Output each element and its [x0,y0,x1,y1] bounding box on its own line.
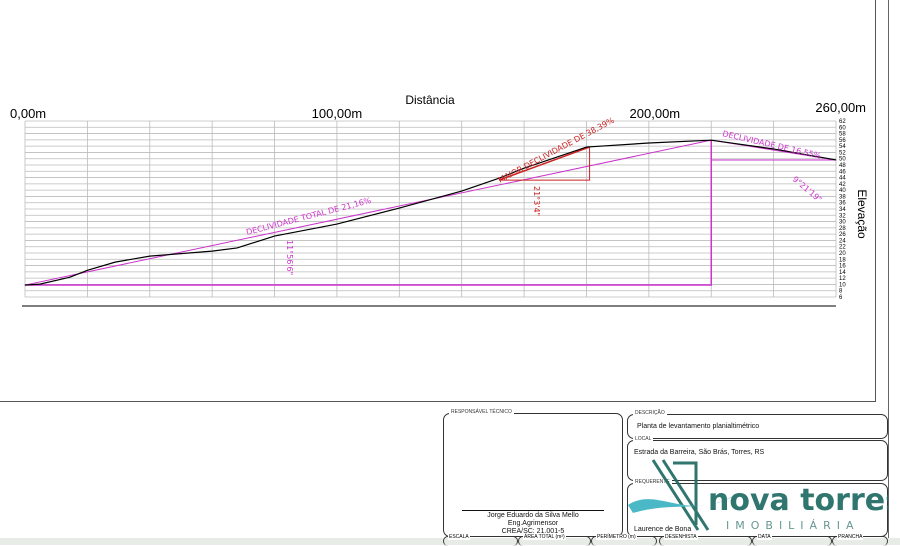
x-tick-label: 100,00m [312,106,363,121]
slope-annotation: 9°21'19" [791,175,824,205]
profile-point [586,146,587,148]
y-tick-label: 62 [839,119,846,125]
x-tick-label: 0,00m [10,106,46,121]
y-tick-label: 42 [839,182,846,188]
profile-point [114,261,116,263]
profile-point [398,207,400,209]
y-tick-label: 34 [839,207,846,213]
y-tick-label: 50 [839,157,846,163]
y-tick-label: 24 [839,238,846,244]
y-tick-label: 16 [839,264,846,270]
responsavel-box: RESPONSÁVEL TÉCNICO Jorge Eduardo da Sil… [443,409,623,537]
max-slope-legs [499,147,591,181]
descricao-value: Planta de levantamento planialtimétrico [637,423,760,430]
y-tick-label: 18 [839,257,846,263]
profile-point [773,148,775,150]
bottom-field-label: ESCALA [448,534,470,540]
slope-annotation: 11°56'6" [285,240,294,275]
profile-point [835,159,837,161]
requerente-value: Laurence de Bona [634,526,692,533]
total-slope-line [24,139,712,286]
responsavel-role: Eng.Agrimensor [507,520,559,527]
y-tick-label: 12 [839,276,846,282]
descricao-box: DESCRIÇÃO Planta de levantamento planial… [627,410,888,439]
y-tick-label: 60 [839,125,846,131]
y-tick-label: 52 [839,150,846,156]
y-tick-label: 48 [839,163,846,169]
bottom-field-box: ESCALA [443,534,518,546]
local-label: LOCAL [633,436,654,442]
profile-point [211,250,213,252]
slope-annotation: DECLIVIDADE TOTAL DE 21,16% [245,196,372,237]
bottom-field-box: ÁREA TOTAL (m²) [518,534,591,546]
bottom-field-box: PERÍMETRO (m) [591,534,657,546]
elevation-profile-chart: 6260585654525048464442403836343230282624… [10,93,869,307]
y-tick-label: 46 [839,169,846,175]
y-tick-label: 8 [839,289,843,295]
signature-line [462,510,604,511]
profile-point [336,223,338,225]
x-tick-label: 200,00m [630,106,681,121]
bottom-field-box: DESENHISTA [659,534,752,546]
bottom-field-box: DATA [752,534,832,546]
profile-point [69,276,71,278]
bottom-field-label: PERÍMETRO (m) [596,534,637,540]
profile-point [710,139,712,141]
y-tick-label: 36 [839,201,846,207]
profile-point [24,284,26,286]
responsavel-label: RESPONSÁVEL TÉCNICO [449,409,514,415]
x-tick-label: 260,00m [815,100,866,115]
profile-point [39,283,41,285]
local-box: LOCAL Estrada da Barreira, São Brás, Tor… [627,436,888,481]
y-tick-label: 28 [839,226,846,232]
profile-point [523,167,525,169]
y-tick-label: 22 [839,245,846,251]
responsavel-name: Jorge Eduardo da Silva Mello [487,512,579,519]
bottom-field-label: PRANCHA [837,534,864,540]
y-tick-label: 30 [839,220,846,226]
max-slope-line [498,146,590,181]
profile-point [86,269,88,271]
profile-point [149,255,151,257]
sheet-border [888,0,889,545]
profile-point [274,235,275,237]
bottom-field-label: DATA [757,534,772,540]
bottom-field-box: PRANCHA [832,534,888,546]
profile-point [648,142,650,144]
y-tick-label: 40 [839,188,846,194]
y-tick-label: 10 [839,282,846,288]
y-tick-label: 26 [839,232,846,238]
slope-annotation: MAIOR DECLIVIDADE DE 38,39% [497,116,616,185]
x-axis-label: Distância [405,93,455,107]
requerente-label: REQUERENTE [633,479,672,485]
bottom-strip [0,538,900,545]
local-value: Estrada da Barreira, São Brás, Torres, R… [634,449,765,456]
logo-subtext: IMOBILIÁRIA [726,519,860,532]
y-tick-label: 20 [839,251,846,257]
y-tick-label: 56 [839,138,846,144]
y-tick-label: 58 [839,132,846,138]
terrain-profile-line [24,139,837,286]
profile-point [498,177,500,179]
profile-point [461,190,463,192]
y-tick-label: 32 [839,213,846,219]
drawing-frame [0,0,876,402]
total-slope-legs [25,140,712,286]
nova-torres-logo: nova torres IMOBILIÁRIA [628,459,888,532]
y-axis-label: Elevação [855,189,869,239]
y-tick-label: 6 [839,295,843,301]
responsavel-crea: CREA/SC: 21.001-5 [501,528,565,535]
y-tick-label: 38 [839,194,846,200]
y-tick-label: 44 [839,176,846,182]
bottom-field-label: ÁREA TOTAL (m²) [523,534,566,540]
descricao-label: DESCRIÇÃO [633,410,667,416]
profile-point [236,247,238,249]
slope-annotation: 21°3'4" [532,186,541,216]
bottom-field-label: DESENHISTA [664,534,698,540]
y-tick-label: 54 [839,144,846,150]
logo-text: nova torres [708,483,888,518]
y-tick-label: 14 [839,270,846,276]
